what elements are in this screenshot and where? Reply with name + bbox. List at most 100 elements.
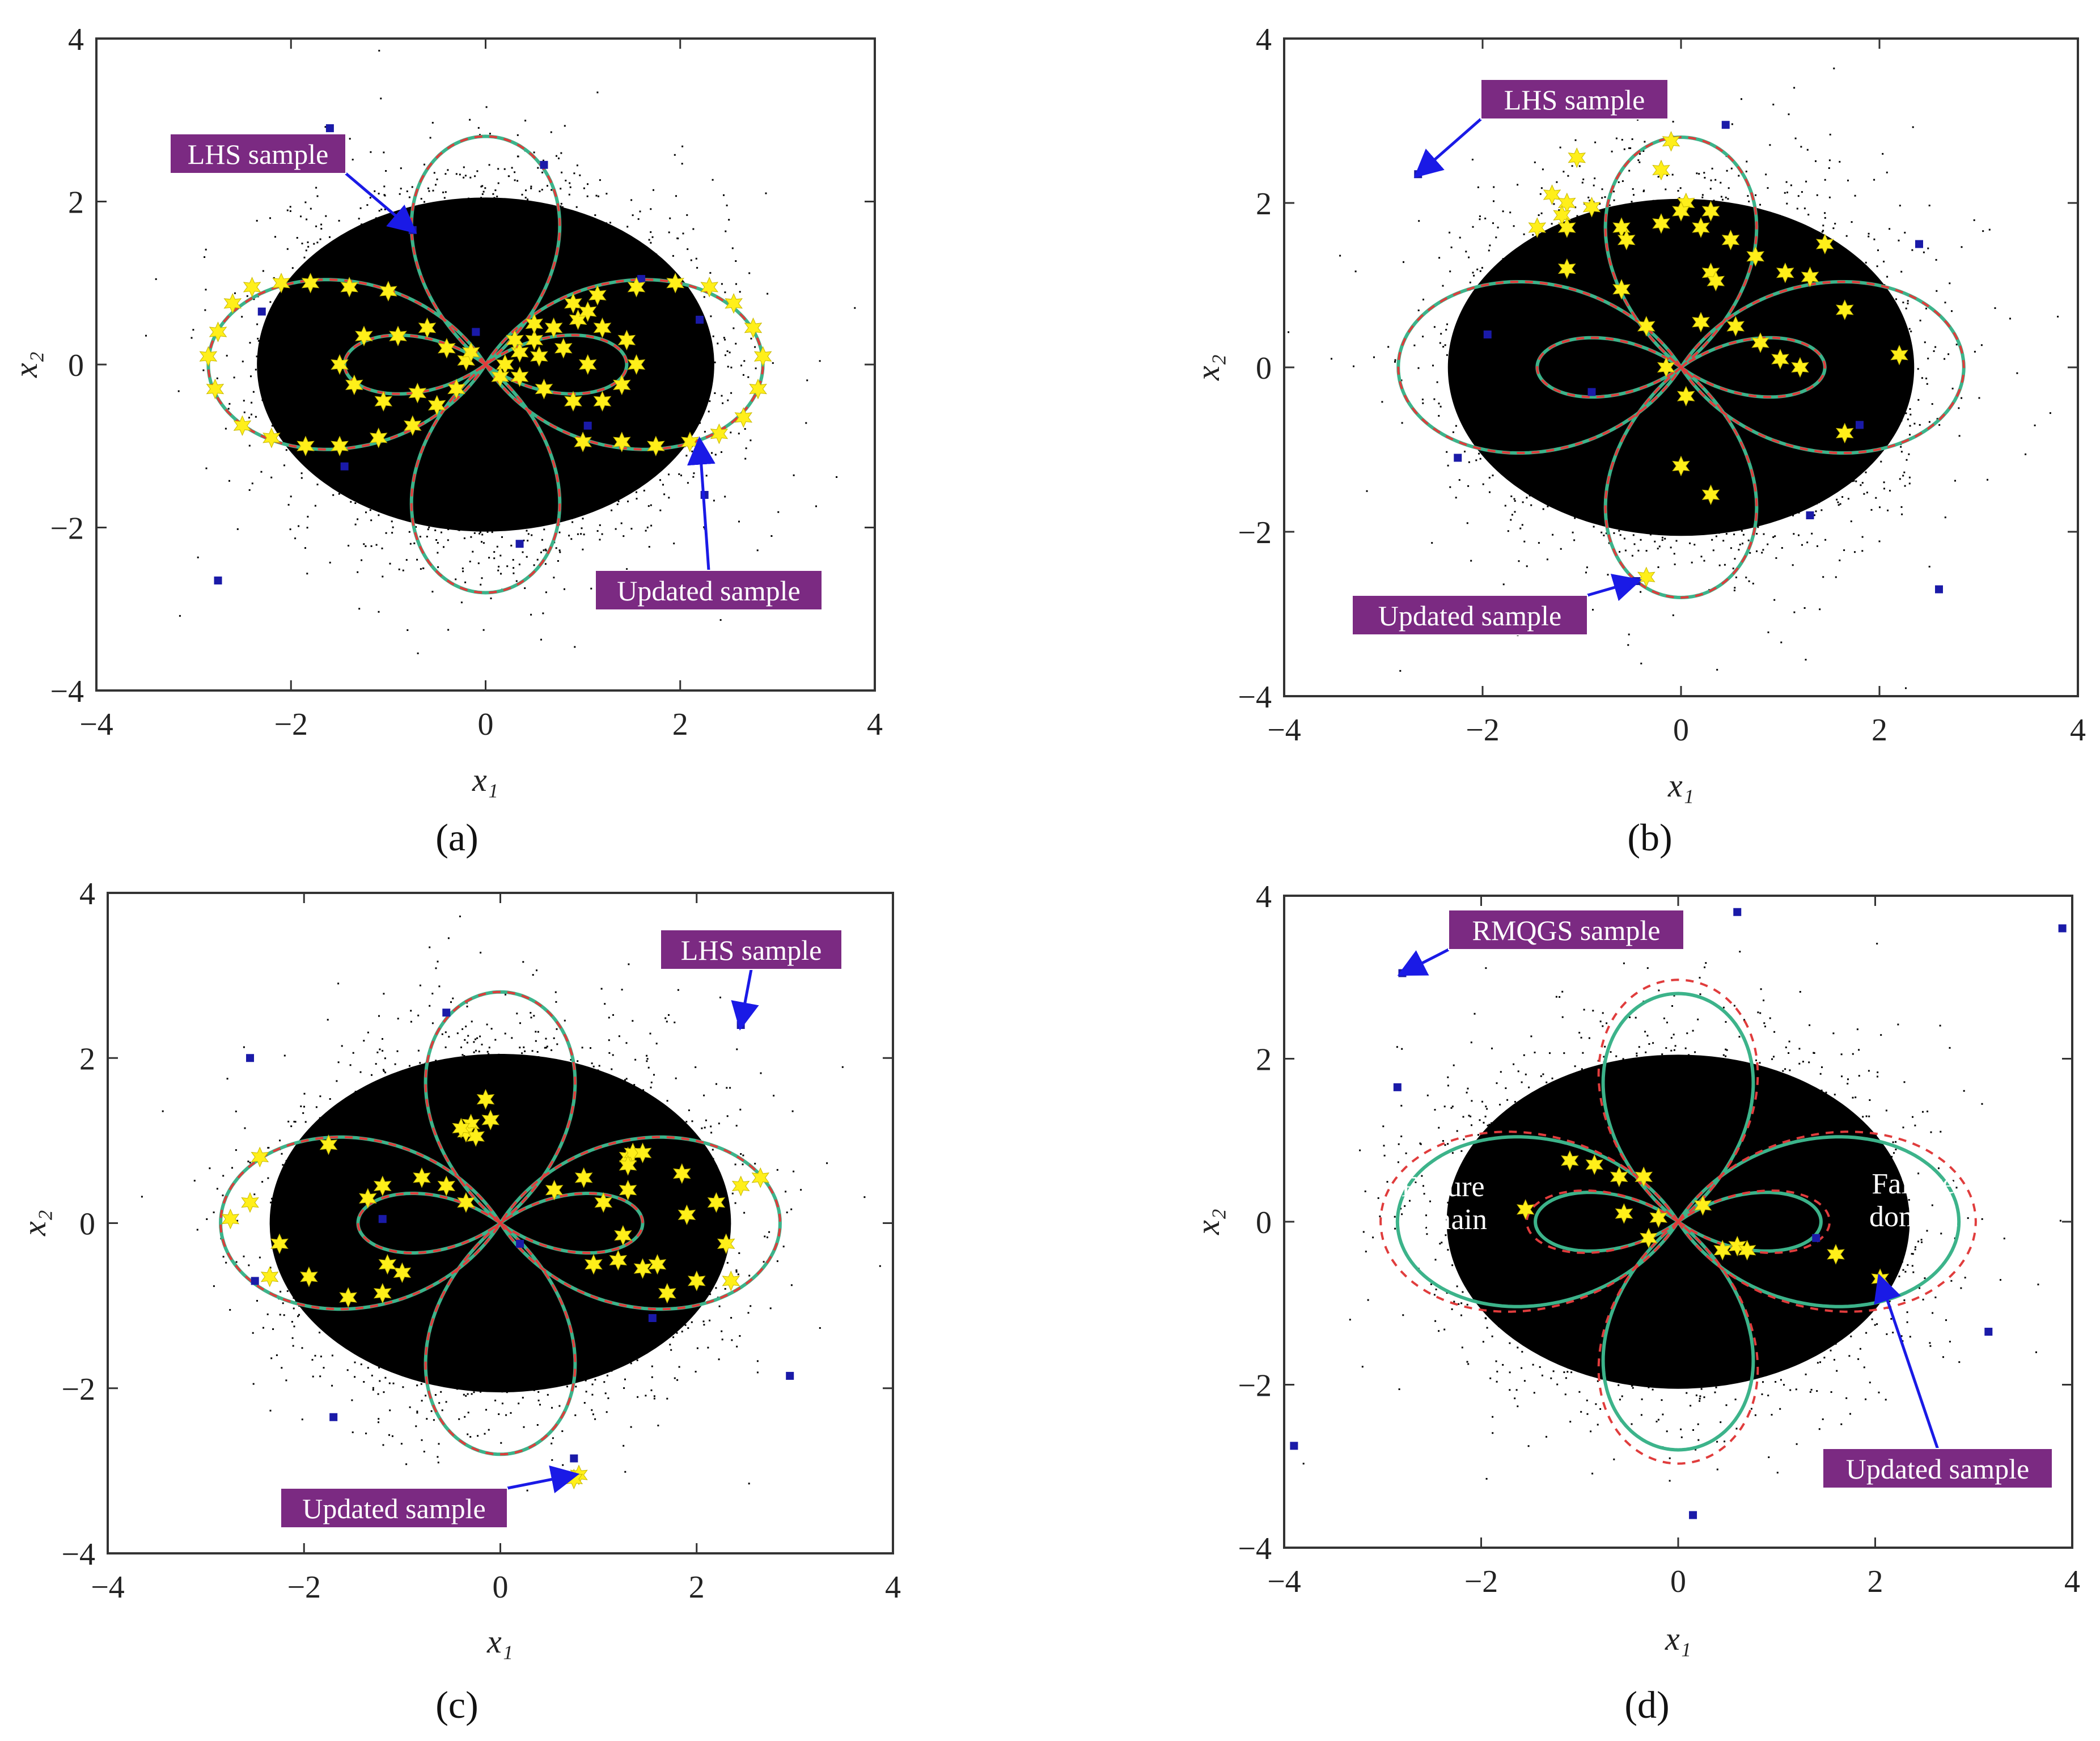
initial-sample-point-b-4 bbox=[1587, 388, 1596, 396]
annotation-label-a-1: Updated sample bbox=[617, 575, 801, 607]
failure-domain-label-2: Failure domain bbox=[1869, 1168, 1958, 1233]
annotation-box-d-0 bbox=[1448, 909, 1684, 950]
updated-sample-point-a-11 bbox=[297, 435, 315, 457]
annotation-arrow-a-1 bbox=[687, 436, 715, 571]
limit-state-surrogate-a-4 bbox=[485, 334, 628, 395]
x-tick-label-a-1: −2 bbox=[274, 707, 308, 742]
updated-sample-point-a-12 bbox=[331, 435, 349, 457]
initial-sample-point-d-5 bbox=[1290, 1442, 1298, 1450]
panel-a: −4 −2 0 2 4 −4 −2 0 2 4 x₁ x₂ (a) LHS sample Updat… bbox=[7, 22, 883, 859]
y-tick-label-c-2: 0 bbox=[79, 1207, 95, 1242]
updated-sample-point-c-36 bbox=[731, 1175, 750, 1197]
x-axis-label-b: x₁ bbox=[1667, 767, 1694, 804]
initial-sample-point-c-4 bbox=[516, 1239, 524, 1248]
updated-sample-point-b-27 bbox=[1726, 316, 1745, 337]
updated-sample-point-a-3 bbox=[223, 293, 242, 314]
updated-sample-point-c-43 bbox=[658, 1283, 676, 1304]
annotations-a: LHS sample Updated sample bbox=[170, 133, 823, 611]
y-axis-label-d: x₂ bbox=[1189, 1209, 1226, 1235]
limit-state-surrogate-d-2 bbox=[1677, 1130, 1977, 1313]
limit-state-surrogate-c-3 bbox=[219, 1136, 502, 1311]
limit-state-surrogate-d-1 bbox=[1597, 1221, 1759, 1465]
annotation-label-c-0: LHS sample bbox=[681, 934, 822, 966]
updated-sample-point-d-13 bbox=[1585, 1154, 1604, 1175]
updated-sample-point-a-22 bbox=[438, 338, 456, 359]
limit-state-surrogate-b-1 bbox=[1604, 366, 1758, 599]
updated-sample-point-c-33 bbox=[633, 1258, 652, 1279]
updated-sample-point-c-23 bbox=[574, 1167, 593, 1188]
updated-sample-point-c-1 bbox=[481, 1109, 499, 1130]
updated-sample-point-a-61 bbox=[491, 366, 510, 387]
annotation-box-a-1 bbox=[595, 570, 823, 611]
updated-sample-point-b-10 bbox=[1652, 159, 1670, 181]
limit-state-surrogate-b-2 bbox=[1680, 281, 1965, 454]
limit-state-surrogate-c-2 bbox=[499, 1136, 781, 1311]
annotation-arrow-c-1 bbox=[507, 1465, 580, 1493]
updated-sample-point-a-54 bbox=[627, 277, 646, 298]
x-tick-label-a-4: 4 bbox=[867, 707, 883, 742]
x-tick-label-c-0: −4 bbox=[91, 1570, 125, 1605]
initial-sample-point-d-1 bbox=[1733, 908, 1742, 916]
initial-sample-point-b-2 bbox=[1915, 240, 1923, 248]
updated-sample-point-c-15 bbox=[339, 1287, 357, 1308]
annotations-c: LHS sample Updated sample bbox=[280, 929, 842, 1528]
updated-sample-point-a-19 bbox=[374, 391, 393, 412]
panel-c: −4 −2 0 2 4 −4 −2 0 2 4 x₁ x₂ (c) LHS sample Updat… bbox=[16, 876, 901, 1726]
annotation-arrow-a-0 bbox=[345, 172, 417, 234]
updated-sample-point-a-35 bbox=[535, 378, 553, 400]
updated-sample-point-c-27 bbox=[619, 1155, 637, 1176]
initial-sample-point-d-6 bbox=[1689, 1511, 1697, 1519]
updated-sample-point-b-26 bbox=[1692, 312, 1710, 333]
y-tick-label-d-4: 4 bbox=[1256, 879, 1272, 914]
y-tick-label-d-2: 0 bbox=[1256, 1205, 1272, 1240]
initial-sample-point-d-4 bbox=[1984, 1328, 1993, 1336]
initial-sample-point-a-3 bbox=[257, 307, 266, 316]
annotation-box-b-0 bbox=[1480, 79, 1669, 120]
ticks-b: −4 −2 0 2 4 −4 −2 0 2 4 bbox=[1238, 22, 2086, 748]
updated-sample-point-c-19 bbox=[413, 1167, 431, 1188]
updated-sample-point-b-34 bbox=[1890, 345, 1908, 366]
annotation-arrow-d-0 bbox=[1397, 948, 1450, 976]
y-tick-label-b-4: 4 bbox=[1256, 22, 1272, 57]
updated-sample-point-a-53 bbox=[666, 273, 684, 294]
x-tick-label-c-2: 0 bbox=[493, 1570, 509, 1605]
x-tick-label-a-3: 2 bbox=[672, 707, 688, 742]
updated-sample-point-c-39 bbox=[717, 1233, 735, 1255]
updated-sample-point-b-35 bbox=[1835, 422, 1854, 444]
updated-sample-point-c-9 bbox=[373, 1175, 392, 1197]
updated-sample-point-c-10 bbox=[241, 1192, 259, 1213]
annotations-b: LHS sample Updated sample bbox=[1352, 79, 1669, 636]
updated-sample-point-c-26 bbox=[633, 1142, 652, 1163]
updated-sample-point-a-46 bbox=[710, 423, 729, 444]
updated-sample-point-c-5 bbox=[452, 1117, 471, 1139]
updated-sample-point-a-49 bbox=[753, 346, 772, 367]
annotation-arrow-d-1 bbox=[1874, 1273, 1939, 1449]
updated-sample-point-c-38 bbox=[678, 1204, 696, 1226]
panel-label-c: (c) bbox=[435, 1683, 478, 1726]
updated-sample-point-b-14 bbox=[1662, 131, 1680, 152]
updated-sample-point-a-32 bbox=[613, 374, 631, 396]
updated-sample-point-b-8 bbox=[1617, 230, 1636, 251]
updated-sample-point-a-31 bbox=[627, 354, 646, 375]
updated-sample-point-b-29 bbox=[1771, 349, 1789, 370]
updated-sample-point-a-1 bbox=[206, 378, 225, 400]
updated-sample-point-a-34 bbox=[564, 391, 582, 412]
plot-content-c bbox=[141, 916, 881, 1522]
updated-sample-point-b-18 bbox=[1776, 262, 1794, 283]
updated-sample-point-a-7 bbox=[340, 277, 358, 298]
initial-sample-point-a-2 bbox=[325, 124, 334, 133]
updated-sample-point-c-13 bbox=[300, 1266, 318, 1287]
updated-sample-point-c-0 bbox=[476, 1088, 495, 1110]
updated-sample-point-a-37 bbox=[564, 293, 582, 314]
updated-sample-point-d-11 bbox=[1827, 1244, 1845, 1265]
updated-sample-point-c-29 bbox=[594, 1192, 613, 1213]
y-tick-label-d-1: −2 bbox=[1238, 1369, 1272, 1404]
annotation-box-c-1 bbox=[280, 1488, 508, 1528]
limit-state-true-d-5 bbox=[1534, 1191, 1679, 1253]
updated-sample-point-c-8 bbox=[359, 1188, 377, 1209]
updated-sample-point-c-12 bbox=[270, 1233, 289, 1255]
updated-sample-point-c-32 bbox=[585, 1254, 603, 1275]
ticks-c: −4 −2 0 2 4 −4 −2 0 2 4 bbox=[61, 876, 901, 1605]
limit-state-surrogate-c-1 bbox=[424, 1222, 577, 1456]
